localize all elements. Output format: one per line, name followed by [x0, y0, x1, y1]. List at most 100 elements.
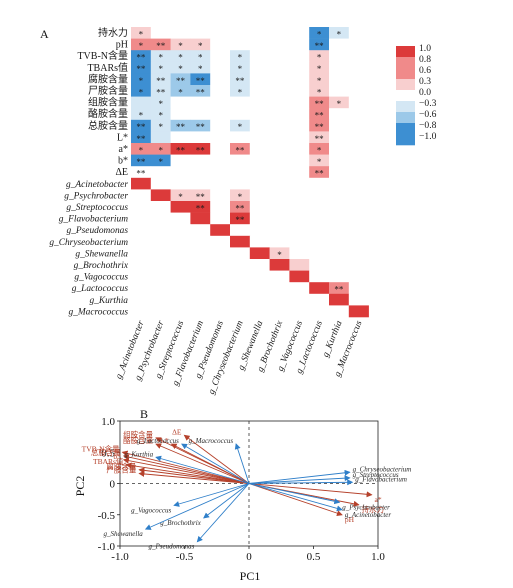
- legend-swatch: [396, 134, 415, 146]
- row-label: b*: [118, 156, 128, 167]
- heatmap-cell: [170, 235, 191, 248]
- significance-mark: *: [238, 64, 243, 74]
- arrow-label: 尸胺含量: [106, 465, 136, 475]
- legend-tick: 1.0: [419, 43, 431, 54]
- heatmap-cell: [329, 154, 350, 167]
- arrow-label: 组胺含量: [123, 429, 153, 439]
- heatmap-cell: [289, 282, 310, 295]
- heatmap-cell: [249, 259, 270, 271]
- heatmap-cell: [269, 119, 290, 132]
- heatmap-cell: [309, 131, 330, 144]
- arrow-label: ΔE: [172, 427, 182, 436]
- genus-arrow: [248, 469, 351, 484]
- row-label: 组胺含量: [88, 96, 128, 109]
- heatmap-cell: [249, 85, 270, 97]
- significance-mark: *: [337, 29, 342, 39]
- heatmap-cell: [309, 85, 330, 97]
- significance-mark: *: [317, 87, 322, 97]
- heatmap-cell: [348, 38, 369, 51]
- heatmap-cell: [150, 61, 171, 74]
- heatmap-cell: [329, 38, 350, 51]
- genus-arrow: [144, 483, 250, 530]
- heatmap-cell: [289, 259, 310, 271]
- significance-mark: **: [176, 122, 186, 132]
- heatmap-cell: [348, 224, 369, 237]
- significance-mark: **: [196, 192, 206, 202]
- legend-tick: −0.3: [419, 98, 437, 109]
- variable-arrow: [183, 434, 250, 484]
- heatmap-cell: [190, 50, 211, 63]
- heatmap-cell: [269, 27, 290, 39]
- genus-arrow: [248, 479, 354, 486]
- heatmap-cell: [329, 73, 350, 86]
- legend-swatch: [396, 123, 415, 135]
- heatmap-cell: [150, 108, 171, 121]
- heatmap-cell: [170, 38, 191, 51]
- arrow-label: pH: [345, 515, 355, 524]
- heatmap-cell: [309, 143, 330, 155]
- variable-arrow: [122, 457, 250, 484]
- heatmap-cell: [210, 85, 231, 97]
- heatmap-cell: [150, 224, 171, 237]
- heatmap-cell: [309, 189, 330, 202]
- heatmap-cell: [230, 131, 251, 144]
- significance-mark: *: [139, 111, 144, 121]
- heatmap-cell: [150, 73, 171, 86]
- heatmap-cell: [269, 73, 290, 86]
- heatmap-cell: [348, 119, 369, 132]
- heatmap-cell: [348, 235, 369, 248]
- heatmap-color-legend: 1.00.80.60.30.0−0.3−0.6−0.8−1.0: [396, 43, 437, 146]
- heatmap-cell: [170, 85, 191, 97]
- heatmap-cell: [170, 293, 191, 306]
- heatmap-cell: [170, 247, 191, 260]
- heatmap-cell: [309, 305, 330, 318]
- row-label: g_Psychrobacter: [64, 191, 128, 201]
- row-label: TVB-N含量: [77, 49, 128, 62]
- arrow-label: g_Shewanella: [104, 530, 144, 538]
- heatmap-cell: [170, 259, 191, 271]
- arrow-label: g_Acinetobacter: [345, 511, 392, 519]
- heatmap-cell: [249, 166, 270, 179]
- row-label: g_Pseudomonas: [67, 226, 129, 236]
- significance-mark: **: [136, 53, 146, 63]
- row-label: g_Kurthia: [89, 296, 128, 306]
- heatmap-cell: [348, 154, 369, 167]
- heatmap-cell: [289, 119, 310, 132]
- heatmap-cell: [190, 131, 211, 144]
- heatmap-cell: [230, 85, 251, 97]
- heatmap-cell: [348, 73, 369, 86]
- heatmap-cell: [269, 131, 290, 144]
- arrow-label: g_Macrococcus: [189, 437, 234, 445]
- heatmap-cell: [348, 212, 369, 225]
- heatmap-cell: [269, 212, 290, 225]
- heatmap-cell: [150, 293, 171, 306]
- heatmap-cell: [329, 166, 350, 179]
- heatmap-cell: [170, 61, 191, 74]
- heatmap-cell: [309, 247, 330, 260]
- row-label: g_Brochothrix: [74, 261, 129, 271]
- heatmap-cell: [170, 282, 191, 295]
- variable-arrow: [125, 462, 250, 484]
- row-label: 尸胺含量: [88, 84, 128, 97]
- heatmap-cell: [210, 119, 231, 132]
- significance-mark: *: [317, 157, 322, 167]
- heatmap-cell: [230, 96, 251, 109]
- heatmap-cell: [190, 224, 211, 237]
- heatmap-cell: [329, 293, 350, 306]
- legend-swatch: [396, 101, 415, 113]
- heatmap-cell: [309, 154, 330, 167]
- heatmap-cell: [348, 201, 369, 213]
- heatmap-cell: [190, 96, 211, 109]
- heatmap-cell: [269, 305, 290, 318]
- heatmap-cell: [269, 224, 290, 237]
- heatmap-cell: [150, 305, 171, 318]
- significance-mark: **: [156, 87, 166, 97]
- legend-swatch: [396, 46, 415, 58]
- significance-mark: *: [158, 99, 163, 109]
- significance-mark: *: [139, 29, 144, 39]
- heatmap-cell: [329, 27, 350, 39]
- heatmap-cell: [249, 282, 270, 295]
- panel-b-label: B: [140, 407, 148, 421]
- heatmap-cell: [230, 108, 251, 121]
- heatmap-cell: [329, 282, 350, 295]
